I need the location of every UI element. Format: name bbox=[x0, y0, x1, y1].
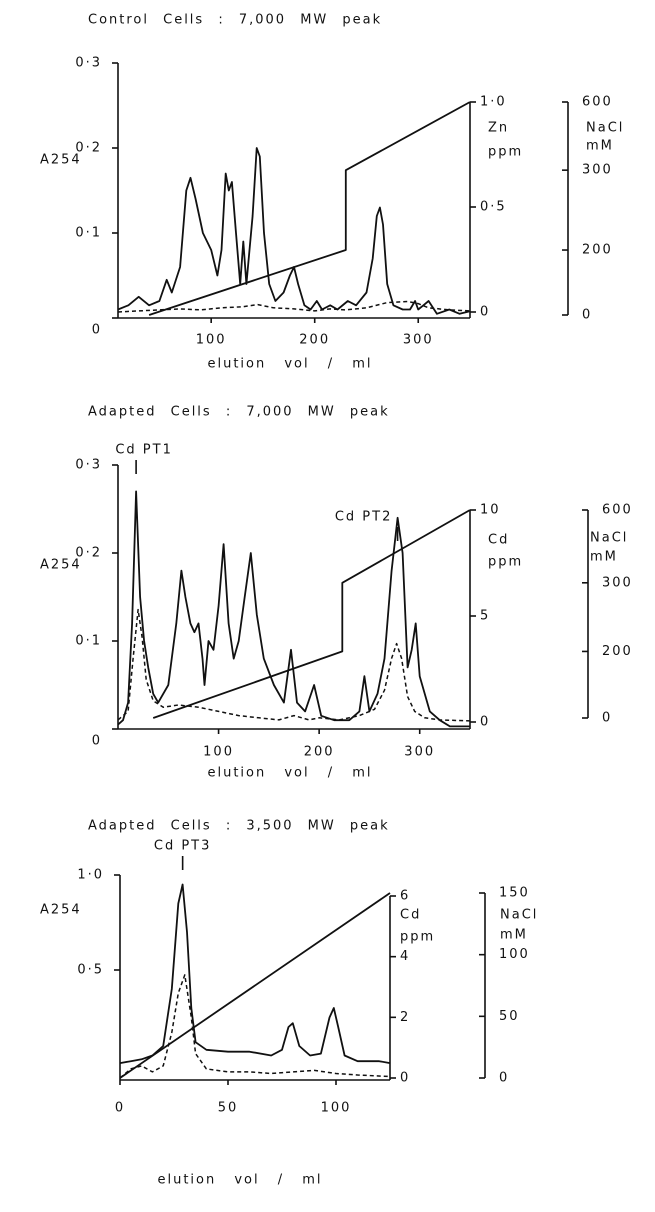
y2-tick-label: 1·0 bbox=[480, 95, 507, 110]
x-axis-label: elution vol / ml bbox=[207, 357, 372, 372]
y-tick-label: 0·3 bbox=[75, 458, 102, 473]
y2-axis-label: Cd bbox=[400, 908, 421, 923]
y3-axis-label: NaCl bbox=[500, 908, 538, 923]
series-line bbox=[117, 490, 470, 728]
y2-tick-label: 10 bbox=[480, 503, 501, 518]
series-line bbox=[119, 883, 391, 1064]
chart-title: Adapted Cells : 7,000 MW peak bbox=[88, 405, 390, 420]
y3-tick-label: 100 bbox=[499, 947, 530, 962]
y-tick-label: 0·1 bbox=[75, 226, 102, 241]
x-tick-label: 0 bbox=[115, 1101, 125, 1116]
y3-axis-label: mM bbox=[500, 928, 528, 943]
y-tick-label: 0 bbox=[92, 734, 102, 749]
x-axis-label: elution vol / ml bbox=[207, 766, 372, 781]
y-tick-label: 0·1 bbox=[75, 634, 102, 649]
x-tick-label: 100 bbox=[196, 333, 227, 348]
y-tick-label: 0·2 bbox=[75, 141, 102, 156]
y-axis-label: A254 bbox=[40, 903, 82, 918]
x-tick-label: 100 bbox=[203, 745, 234, 760]
y3-tick-label: 300 bbox=[602, 575, 633, 590]
x-tick-label: 200 bbox=[299, 333, 330, 348]
y2-tick-label: 5 bbox=[480, 609, 490, 624]
series-line bbox=[117, 147, 471, 315]
y3-tick-label: 0 bbox=[582, 308, 592, 323]
y2-tick-label: 0·5 bbox=[480, 200, 507, 215]
y-axis-label: A254 bbox=[40, 153, 82, 168]
annotation: Cd PT2 bbox=[335, 510, 393, 525]
y3-tick-label: 150 bbox=[499, 886, 530, 901]
y3-tick-label: 600 bbox=[602, 503, 633, 518]
y3-axis-label: NaCl bbox=[590, 531, 628, 546]
annotation: Cd PT1 bbox=[115, 443, 173, 458]
y2-axis-label: Cd bbox=[488, 533, 509, 548]
y3-tick-label: 50 bbox=[499, 1009, 520, 1024]
y-tick-label: 0·3 bbox=[75, 56, 102, 71]
y3-tick-label: 0 bbox=[602, 711, 612, 726]
y2-tick-label: 2 bbox=[400, 1010, 410, 1025]
x-tick-label: 200 bbox=[304, 745, 335, 760]
series-line bbox=[119, 974, 391, 1079]
y2-tick-label: 0 bbox=[400, 1071, 410, 1086]
y-tick-label: 0 bbox=[92, 323, 102, 338]
series-line bbox=[117, 300, 471, 313]
gradient-line bbox=[152, 509, 471, 719]
y3-axis-label: mM bbox=[590, 550, 618, 565]
x-tick-label: 300 bbox=[404, 745, 435, 760]
y3-axis-label: NaCl bbox=[586, 121, 624, 136]
y2-tick-label: 0 bbox=[480, 715, 490, 730]
y-axis-label: A254 bbox=[40, 558, 82, 573]
y3-tick-label: 200 bbox=[582, 243, 613, 258]
y-tick-label: 1·0 bbox=[77, 868, 104, 883]
y3-tick-label: 600 bbox=[582, 95, 613, 110]
y-tick-label: 0·2 bbox=[75, 546, 102, 561]
x-tick-label: 50 bbox=[218, 1101, 239, 1116]
y3-tick-label: 0 bbox=[499, 1071, 509, 1086]
y-tick-label: 0·5 bbox=[77, 963, 104, 978]
x-axis-label: elution vol / ml bbox=[157, 1173, 322, 1188]
y3-axis-label: mM bbox=[586, 139, 614, 154]
y2-axis-label: ppm bbox=[400, 930, 435, 945]
y2-axis-label: Zn bbox=[488, 121, 509, 136]
y2-axis-label: ppm bbox=[488, 145, 523, 160]
gradient-line bbox=[119, 892, 391, 1079]
y2-tick-label: 6 bbox=[400, 889, 410, 904]
chart-title: Control Cells : 7,000 MW peak bbox=[88, 13, 382, 28]
y2-tick-label: 4 bbox=[400, 949, 410, 964]
series-line bbox=[117, 608, 471, 722]
y2-axis-label: ppm bbox=[488, 555, 523, 570]
y3-tick-label: 200 bbox=[602, 644, 633, 659]
x-tick-label: 300 bbox=[403, 333, 434, 348]
y3-tick-label: 300 bbox=[582, 163, 613, 178]
chart-title: Adapted Cells : 3,500 MW peak bbox=[88, 819, 390, 834]
x-tick-label: 100 bbox=[321, 1101, 352, 1116]
y2-tick-label: 0 bbox=[480, 305, 490, 320]
gradient-line bbox=[148, 101, 471, 316]
annotation: Cd PT3 bbox=[154, 839, 212, 854]
